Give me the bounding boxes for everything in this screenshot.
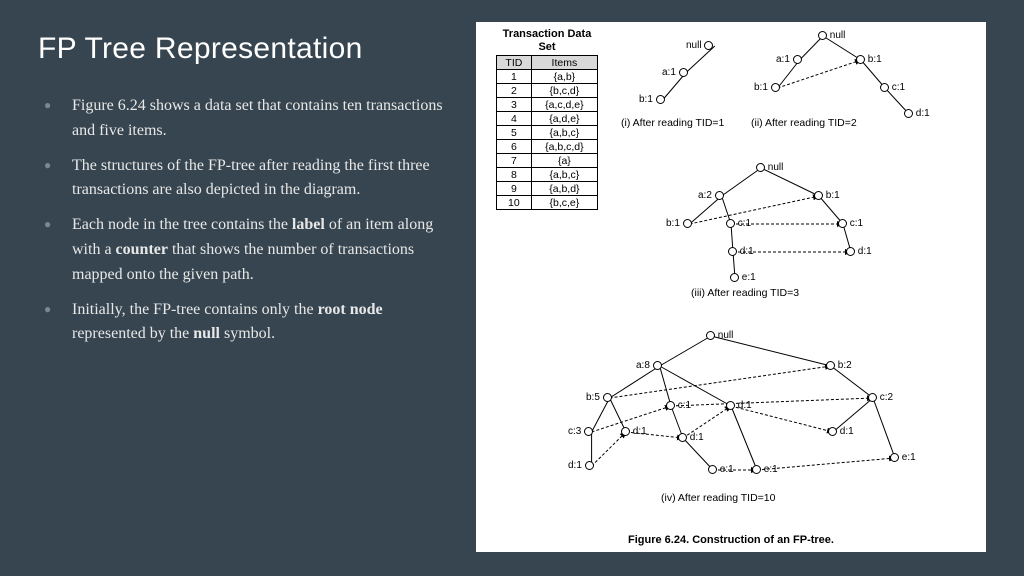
table-row: 6{a,b,c,d}: [497, 140, 598, 154]
tree-node: c:1: [880, 82, 905, 93]
table-cell: 2: [497, 84, 532, 98]
transaction-table: TID Items 1{a,b}2{b,c,d}3{a,c,d,e}4{a,d,…: [496, 55, 598, 210]
tree-node: d:1: [846, 246, 872, 257]
table-cell: 1: [497, 70, 532, 84]
page-title: FP Tree Representation: [38, 32, 450, 66]
table-cell: {a,d,e}: [531, 112, 597, 126]
figure-caption: Figure 6.24. Construction of an FP-tree.: [476, 534, 986, 546]
bullet-text: Figure 6.24 shows a data set that contai…: [72, 97, 443, 139]
text-panel: FP Tree Representation Figure 6.24 shows…: [0, 0, 470, 576]
tree-node: d:1: [828, 426, 854, 437]
tree-node: b:1: [754, 82, 780, 93]
tree-node: c:1: [666, 400, 691, 411]
table-row: 4{a,d,e}: [497, 112, 598, 126]
tree-node: d:1: [904, 108, 930, 119]
table-cell: 7: [497, 154, 532, 168]
tree-node: b:1: [814, 190, 840, 201]
tree-node: d:1: [728, 246, 754, 257]
bullet-item: Each node in the tree contains the label…: [44, 213, 450, 287]
tree-node: b:5: [586, 392, 612, 403]
table-row: 3{a,c,d,e}: [497, 98, 598, 112]
table-row: 9{a,b,d}: [497, 182, 598, 196]
table-row: 2{b,c,d}: [497, 84, 598, 98]
bold-term: label: [292, 216, 325, 233]
tree-node: d:1: [568, 460, 594, 471]
tree-node: d:1: [678, 432, 704, 443]
panel-caption-i: (i) After reading TID=1: [621, 117, 724, 129]
tree-node: b:1: [639, 94, 665, 105]
tree-node: c:1: [838, 218, 863, 229]
col-header: Items: [531, 56, 597, 70]
bold-term: counter: [116, 241, 168, 258]
tree-node: null: [818, 30, 845, 41]
tree-node: b:2: [826, 360, 852, 371]
bullet-text: symbol.: [220, 325, 275, 342]
table-cell: {b,c,d}: [531, 84, 597, 98]
table-cell: 8: [497, 168, 532, 182]
bullet-item: Initially, the FP-tree contains only the…: [44, 298, 450, 348]
tree-node: e:1: [708, 464, 734, 475]
tree-node: d:1: [726, 400, 752, 411]
tree-node: null: [756, 162, 783, 173]
tree-node: c:1: [726, 218, 751, 229]
table-cell: 4: [497, 112, 532, 126]
bold-term: root node: [318, 301, 383, 318]
table-row: 8{a,b,c}: [497, 168, 598, 182]
table-cell: {a,b,c,d}: [531, 140, 597, 154]
fp-tree-figure: Transaction Data Set TID Items 1{a,b}2{b…: [476, 22, 986, 552]
col-header: TID: [497, 56, 532, 70]
bullet-item: Figure 6.24 shows a data set that contai…: [44, 94, 450, 144]
tree-node: a:1: [776, 54, 802, 65]
tree-node: null: [686, 40, 713, 51]
tree-node: b:1: [666, 218, 692, 229]
figure-caption-text: Figure 6.24. Construction of an FP-tree.: [628, 534, 834, 546]
table-row: 5{a,b,c}: [497, 126, 598, 140]
panel-caption-iv: (iv) After reading TID=10: [661, 492, 776, 504]
table-cell: {b,c,e}: [531, 196, 597, 210]
bullet-text: The structures of the FP-tree after read…: [72, 157, 430, 199]
table-cell: 5: [497, 126, 532, 140]
table-cell: {a,b,c}: [531, 126, 597, 140]
table-title: Transaction Data Set: [496, 28, 598, 53]
table-cell: 3: [497, 98, 532, 112]
table-cell: {a}: [531, 154, 597, 168]
bullet-text: Each node in the tree contains the: [72, 216, 292, 233]
bullet-text: Initially, the FP-tree contains only the: [72, 301, 318, 318]
table-cell: {a,b,d}: [531, 182, 597, 196]
panel-caption-iii: (iii) After reading TID=3: [691, 287, 799, 299]
panel-caption-ii: (ii) After reading TID=2: [751, 117, 857, 129]
transaction-table-block: Transaction Data Set TID Items 1{a,b}2{b…: [496, 28, 598, 210]
bold-term: null: [193, 325, 220, 342]
table-row: 1{a,b}: [497, 70, 598, 84]
tree-node: d:1: [621, 426, 647, 437]
table-cell: 9: [497, 182, 532, 196]
tree-node: a:2: [698, 190, 724, 201]
table-cell: 10: [497, 196, 532, 210]
table-row: 7{a}: [497, 154, 598, 168]
table-cell: {a,b,c}: [531, 168, 597, 182]
tree-node: e:1: [752, 464, 778, 475]
table-cell: {a,c,d,e}: [531, 98, 597, 112]
figure-panel: Transaction Data Set TID Items 1{a,b}2{b…: [470, 0, 986, 576]
tree-node: c:2: [868, 392, 893, 403]
tree-node: e:1: [890, 452, 916, 463]
table-row: 10{b,c,e}: [497, 196, 598, 210]
tree-node: a:1: [662, 67, 688, 78]
tree-node: b:1: [856, 54, 882, 65]
bullet-item: The structures of the FP-tree after read…: [44, 154, 450, 204]
tree-node: e:1: [730, 272, 756, 283]
tree-node: c:3: [568, 426, 593, 437]
table-cell: {a,b}: [531, 70, 597, 84]
tree-node: null: [706, 330, 733, 341]
bullet-text: represented by the: [72, 325, 193, 342]
table-cell: 6: [497, 140, 532, 154]
bullet-list: Figure 6.24 shows a data set that contai…: [38, 94, 450, 347]
tree-node: a:8: [636, 360, 662, 371]
